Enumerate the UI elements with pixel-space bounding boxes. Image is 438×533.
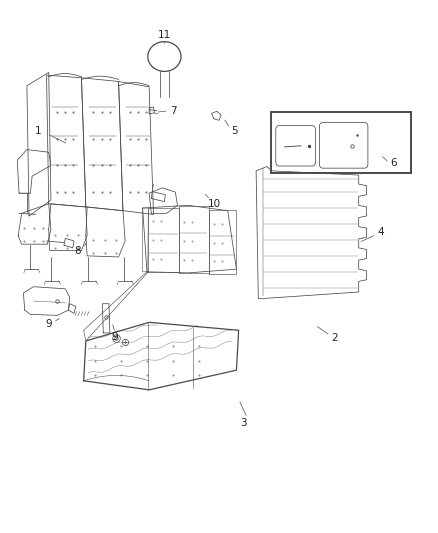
Text: 5: 5 [231, 126, 237, 136]
Text: 1: 1 [35, 126, 41, 136]
Text: 2: 2 [332, 333, 338, 343]
Text: 8: 8 [74, 246, 81, 255]
Text: 4: 4 [377, 227, 384, 237]
Text: 9: 9 [46, 319, 52, 329]
Text: 9: 9 [112, 332, 118, 342]
Bar [272, 112, 411, 173]
Text: 11: 11 [158, 30, 171, 41]
Text: 3: 3 [240, 418, 246, 429]
Text: 10: 10 [208, 199, 221, 209]
Text: 6: 6 [390, 158, 397, 168]
Text: 7: 7 [170, 106, 177, 116]
